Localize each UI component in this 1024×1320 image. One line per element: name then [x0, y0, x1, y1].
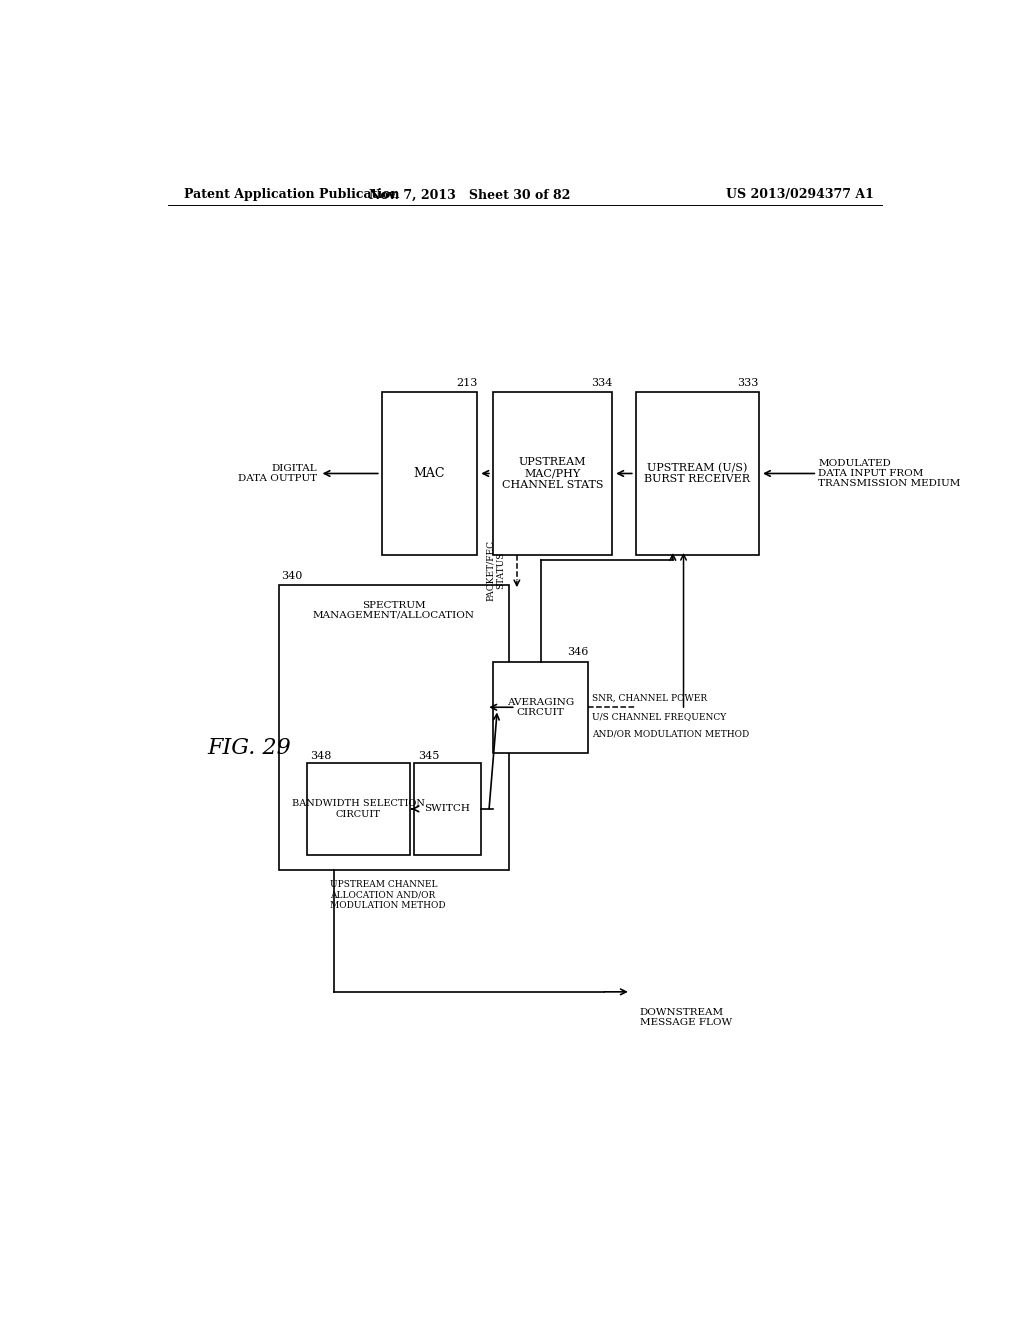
Bar	[636, 392, 759, 554]
Text: BANDWIDTH SELECTION
CIRCUIT: BANDWIDTH SELECTION CIRCUIT	[292, 799, 425, 818]
Text: US 2013/0294377 A1: US 2013/0294377 A1	[726, 189, 873, 202]
Text: Patent Application Publication: Patent Application Publication	[183, 189, 399, 202]
Bar	[382, 392, 477, 554]
Text: SPECTRUM
MANAGEMENT/ALLOCATION: SPECTRUM MANAGEMENT/ALLOCATION	[313, 601, 475, 620]
Text: U/S CHANNEL FREQUENCY: U/S CHANNEL FREQUENCY	[592, 713, 726, 721]
Text: 348: 348	[310, 751, 332, 762]
Text: UPSTREAM
MAC/PHY
CHANNEL STATS: UPSTREAM MAC/PHY CHANNEL STATS	[502, 457, 603, 490]
Text: DOWNSTREAM
MESSAGE FLOW: DOWNSTREAM MESSAGE FLOW	[640, 1007, 732, 1027]
Text: MAC: MAC	[414, 467, 445, 480]
Bar	[306, 763, 410, 854]
Text: 345: 345	[418, 751, 439, 762]
Text: 333: 333	[737, 378, 759, 388]
Text: DIGITAL
DATA OUTPUT: DIGITAL DATA OUTPUT	[238, 463, 316, 483]
Bar	[494, 661, 589, 752]
Text: 334: 334	[591, 378, 612, 388]
Bar	[494, 392, 612, 554]
Bar	[279, 585, 509, 870]
Text: PACKET/FEC
STATUS: PACKET/FEC STATUS	[485, 540, 505, 601]
Text: MODULATED
DATA INPUT FROM
TRANSMISSION MEDIUM: MODULATED DATA INPUT FROM TRANSMISSION M…	[818, 458, 961, 488]
Text: UPSTREAM (U/S)
BURST RECEIVER: UPSTREAM (U/S) BURST RECEIVER	[644, 462, 751, 484]
Text: AVERAGING
CIRCUIT: AVERAGING CIRCUIT	[507, 697, 574, 717]
Text: AND/OR MODULATION METHOD: AND/OR MODULATION METHOD	[592, 730, 750, 739]
Text: 213: 213	[456, 378, 477, 388]
Text: Nov. 7, 2013   Sheet 30 of 82: Nov. 7, 2013 Sheet 30 of 82	[369, 189, 570, 202]
Text: SNR, CHANNEL POWER: SNR, CHANNEL POWER	[592, 693, 708, 702]
Text: 340: 340	[282, 572, 302, 581]
Text: 346: 346	[567, 647, 588, 657]
Bar	[414, 763, 481, 854]
Text: SWITCH: SWITCH	[425, 804, 470, 813]
Text: UPSTREAM CHANNEL
ALLOCATION AND/OR
MODULATION METHOD: UPSTREAM CHANNEL ALLOCATION AND/OR MODUL…	[331, 880, 446, 909]
Text: FIG. 29: FIG. 29	[207, 737, 291, 759]
